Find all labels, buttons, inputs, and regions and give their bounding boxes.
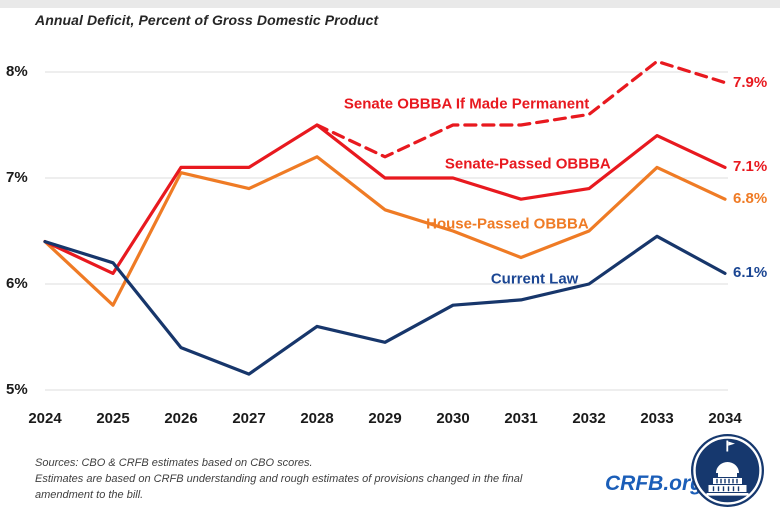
series-label-current-law: Current Law: [490, 270, 579, 288]
x-axis-tick-2026: 2026: [164, 410, 198, 427]
x-axis-tick-2028: 2028: [300, 410, 334, 427]
x-axis-tick-2030: 2030: [436, 410, 470, 427]
series-line-house-passed: [43, 155, 727, 307]
chart-title: Annual Deficit, Percent of Gross Domesti…: [35, 12, 379, 28]
y-axis-tick-6%: 6%: [6, 275, 28, 292]
end-value-label-current-law: 6.1%: [733, 264, 768, 282]
logo-ring: [693, 436, 762, 505]
x-axis-tick-2025: 2025: [96, 410, 130, 427]
series-line-current-law: [43, 234, 727, 376]
top-border-strip: [0, 0, 780, 8]
end-value-label-senate-passed: 7.1%: [733, 158, 768, 176]
capitol-icon: [706, 440, 749, 496]
series-line-senate-passed: [43, 123, 727, 275]
source-note: Sources: CBO & CRFB estimates based on C…: [35, 456, 522, 504]
source-line-3: amendment to the bill.: [35, 488, 144, 501]
capitol-columns: [712, 478, 740, 492]
y-axis-tick-7%: 7%: [6, 169, 28, 186]
end-value-label-house-passed: 6.8%: [733, 190, 768, 208]
deficit-line-chart: [43, 59, 728, 391]
source-line-2: Estimates are based on CRFB understandin…: [35, 472, 523, 485]
y-axis-tick-5%: 5%: [6, 381, 28, 398]
y-axis-tick-8%: 8%: [6, 63, 28, 80]
x-axis-tick-2032: 2032: [572, 410, 606, 427]
x-axis-tick-2033: 2033: [640, 410, 674, 427]
x-axis-tick-2029: 2029: [368, 410, 402, 427]
series-label-senate-permanent: Senate OBBBA If Made Permanent: [343, 95, 590, 113]
x-axis-tick-2024: 2024: [28, 410, 62, 427]
series-line-senate-permanent: [315, 59, 727, 159]
crfb-capitol-logo: [691, 434, 764, 507]
x-axis-tick-2027: 2027: [232, 410, 266, 427]
x-axis-tick-2034: 2034: [708, 410, 742, 427]
series-label-house-passed: House-Passed OBBBA: [426, 215, 589, 233]
x-axis-tick-2031: 2031: [504, 410, 538, 427]
source-line-1: Sources: CBO & CRFB estimates based on C…: [35, 457, 313, 469]
crfb-org-wordmark: CRFB.org: [605, 472, 703, 495]
end-value-label-senate-permanent: 7.9%: [733, 73, 768, 91]
series-label-senate-passed: Senate-Passed OBBBA: [444, 155, 611, 173]
